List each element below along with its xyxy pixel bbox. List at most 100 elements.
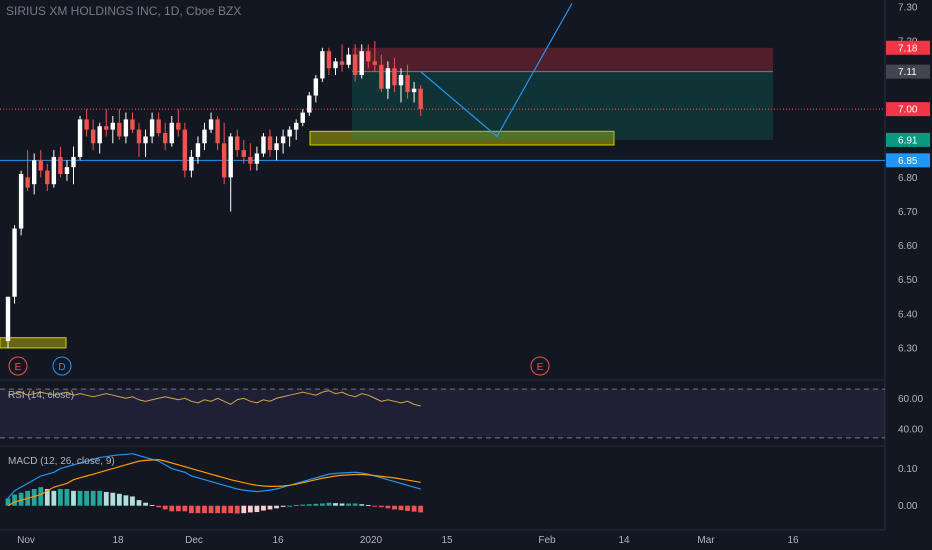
macd-histogram-bar	[378, 505, 384, 508]
price-badge	[886, 102, 930, 117]
candle-body	[215, 119, 220, 144]
macd-histogram-bar	[189, 505, 194, 514]
price-badge-label: 7.11	[898, 67, 917, 78]
macd-histogram-bar	[320, 503, 325, 506]
candle-body	[313, 78, 319, 96]
candle-body	[38, 160, 43, 171]
candle-body	[90, 129, 96, 144]
macd-histogram-bar	[71, 490, 76, 506]
macd-histogram-bar	[241, 505, 247, 514]
macd-histogram-bar	[136, 500, 142, 506]
time-tick-label: 14	[618, 535, 630, 546]
price-tick-label: 7.30	[898, 2, 918, 13]
macd-histogram-bar	[234, 505, 240, 514]
macd-histogram-bar	[306, 504, 312, 506]
macd-histogram-bar	[77, 490, 83, 506]
macd-histogram-bar	[261, 505, 266, 511]
candle-body	[267, 136, 273, 151]
time-tick-label: 18	[112, 535, 124, 546]
candle-body	[411, 88, 417, 93]
macd-histogram-bar	[156, 505, 162, 508]
candle-body	[274, 143, 279, 151]
candle-body	[182, 129, 188, 171]
macd-histogram-bar	[326, 502, 332, 506]
candle-body	[287, 129, 292, 137]
price-badge	[886, 153, 930, 168]
candle-body	[123, 119, 129, 137]
macd-histogram-bar	[392, 505, 397, 510]
macd-histogram-bar	[162, 505, 168, 510]
macd-histogram-bar	[254, 505, 260, 513]
stop-loss-zone	[352, 47, 773, 72]
time-tick-label: Feb	[538, 535, 556, 546]
candle-body	[156, 119, 161, 134]
macd-histogram-bar	[208, 505, 214, 514]
macd-histogram-bar	[293, 504, 299, 506]
candle-body	[372, 61, 377, 65]
price-badge-label: 6.91	[898, 135, 918, 146]
candle-body	[261, 136, 266, 154]
candle-body	[300, 112, 305, 123]
macd-histogram-bar	[90, 490, 96, 506]
macd-histogram-bar	[5, 498, 11, 506]
candle-body	[45, 170, 50, 185]
candle-body	[97, 126, 102, 144]
candle-body	[280, 136, 286, 144]
candle-body	[176, 122, 181, 130]
price-badge-label: 7.18	[898, 43, 918, 54]
macd-histogram-bar	[123, 495, 129, 506]
macd-histogram-bar	[64, 489, 70, 506]
macd-line	[7, 453, 421, 499]
rsi-title: RSI (14, close)	[8, 390, 74, 401]
price-tick-label: 6.40	[898, 309, 918, 320]
macd-histogram-bar	[84, 490, 89, 506]
macd-histogram-bar	[333, 503, 338, 506]
macd-histogram-bar	[313, 503, 319, 506]
price-badge	[886, 64, 930, 79]
macd-histogram-bar	[411, 505, 417, 512]
macd-histogram-bar	[103, 491, 109, 506]
macd-tick-label: 0.00	[898, 501, 918, 512]
macd-histogram-bar	[143, 502, 148, 506]
time-tick-label: 16	[272, 535, 284, 546]
macd-signal-line	[7, 459, 421, 507]
macd-histogram-bar	[418, 505, 424, 513]
candle-body	[104, 126, 109, 130]
candle-body	[110, 122, 115, 130]
candle-body	[294, 122, 299, 130]
macd-histogram-bar	[149, 504, 155, 506]
macd-histogram-bar	[339, 503, 345, 506]
price-tick-label: 6.30	[898, 343, 918, 354]
candle-body	[5, 296, 11, 342]
candle-body	[307, 95, 312, 113]
event-marker-circle	[530, 356, 550, 376]
candle-body	[359, 51, 364, 76]
macd-histogram-bar	[51, 490, 57, 506]
time-tick-label: 16	[787, 535, 799, 546]
candle-body	[228, 136, 233, 178]
candle-body	[64, 167, 70, 174]
macd-histogram-bar	[385, 505, 391, 509]
macd-histogram-bar	[267, 505, 273, 510]
rsi-line	[7, 390, 421, 407]
chart-title: SIRIUS XM HOLDINGS INC, 1D, Cboe BZX	[6, 4, 242, 18]
candle-body	[58, 156, 63, 174]
candle-body	[418, 88, 423, 110]
candle-body	[352, 54, 358, 76]
projection-path	[420, 3, 573, 138]
price-badge	[886, 40, 930, 55]
candle-body	[202, 129, 207, 144]
candle-body	[326, 51, 332, 69]
event-marker-label: E	[15, 362, 22, 373]
macd-histogram-bar	[365, 504, 371, 506]
event-marker-circle	[8, 356, 28, 376]
candle-body	[385, 68, 391, 89]
support-zone	[309, 130, 615, 146]
macd-tick-label: 0.10	[898, 464, 918, 475]
macd-histogram-bar	[228, 505, 234, 514]
macd-histogram-bar	[38, 487, 44, 506]
macd-histogram-bar	[346, 503, 351, 506]
macd-histogram-bar	[280, 505, 286, 507]
macd-histogram-bar	[359, 504, 365, 506]
